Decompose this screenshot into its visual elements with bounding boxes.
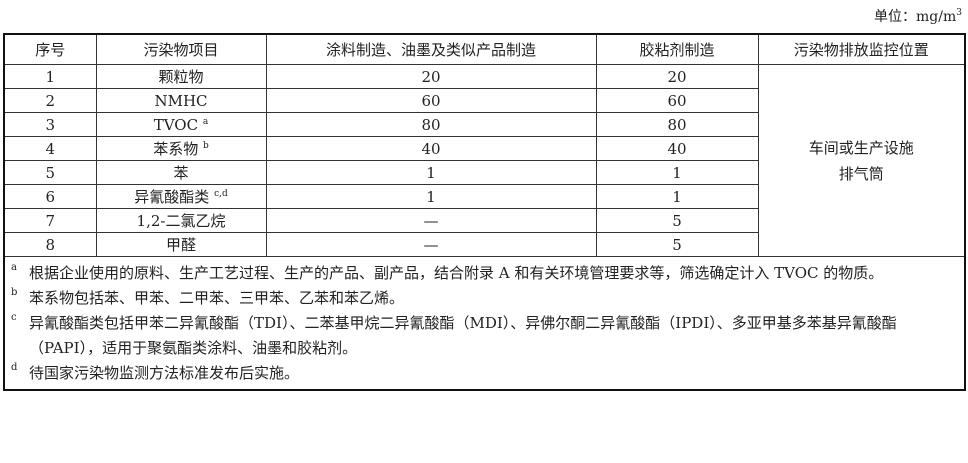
cell-no: 7	[3, 208, 97, 233]
cell-item: NMHC	[95, 88, 267, 113]
footnote-mark: a	[11, 262, 17, 273]
cell-location: 车间或生产设施 排气筒	[757, 64, 966, 257]
cell-item: 苯	[95, 160, 267, 185]
cell-item: 苯系物 b	[95, 136, 267, 161]
cell-paint: —	[265, 208, 597, 233]
cell-no: 5	[3, 160, 97, 185]
cell-item: 颗粒物	[95, 64, 267, 89]
footnote-text: 待国家污染物监测方法标准发布后实施。	[29, 364, 300, 382]
location-line: 排气筒	[838, 164, 884, 183]
footnote-ref: c,d	[214, 189, 228, 199]
cell-adhesive: 20	[595, 64, 759, 89]
header-paint: 涂料制造、油墨及类似产品制造	[265, 33, 597, 65]
footnote: b 苯系物包括苯、甲苯、二甲苯、三甲苯、乙苯和苯乙烯。	[11, 286, 958, 311]
table-row: 3 TVOC a 80 80	[3, 112, 965, 137]
item-name: 苯系物	[153, 140, 199, 158]
cell-paint: 1	[265, 184, 597, 209]
cell-adhesive: 5	[595, 208, 759, 233]
cell-no: 4	[3, 136, 97, 161]
item-name: 甲醛	[165, 236, 196, 254]
header-row: 序号 污染物项目 涂料制造、油墨及类似产品制造 胶粘剂制造 污染物排放监控位置	[3, 33, 966, 65]
footnote-mark: b	[11, 287, 18, 298]
notes-cell: a 根据企业使用的原料、生产工艺过程、生产的产品、副产品，结合附录 A 和有关环境…	[3, 256, 966, 391]
cell-no: 6	[3, 184, 97, 209]
footnote-text: 苯系物包括苯、甲苯、二甲苯、三甲苯、乙苯和苯乙烯。	[29, 289, 405, 307]
cell-item: 异氰酸酯类 c,d	[95, 184, 267, 209]
unit-text: 单位：mg/m	[874, 9, 957, 25]
cell-adhesive: 1	[595, 160, 759, 185]
cell-item: 甲醛	[95, 232, 267, 257]
cell-paint: —	[265, 232, 597, 257]
item-name: 异氰酸酯类	[134, 188, 210, 206]
header-no: 序号	[3, 33, 97, 65]
cell-no: 1	[3, 64, 97, 89]
cell-adhesive: 40	[595, 136, 759, 161]
table-row: 1 颗粒物 20 20 车间或生产设施 排气筒	[3, 64, 966, 257]
item-name: 苯	[173, 164, 189, 182]
footnote-mark: c	[11, 312, 17, 323]
cell-adhesive: 80	[595, 112, 759, 137]
footnote-text: 根据企业使用的原料、生产工艺过程、生产的产品、副产品，结合附录 A 和有关环境管…	[29, 264, 884, 282]
unit-exponent: 3	[956, 8, 962, 18]
table-row: 5 苯 1 1	[3, 160, 965, 185]
cell-item: TVOC a	[95, 112, 267, 137]
cell-no: 3	[3, 112, 97, 137]
cell-no: 2	[3, 88, 97, 113]
item-name: 1,2-二氯乙烷	[136, 212, 226, 230]
table-row: 4 苯系物 b 40 40	[3, 136, 965, 161]
header-location: 污染物排放监控位置	[757, 33, 966, 65]
cell-adhesive: 60	[595, 88, 759, 113]
cell-adhesive: 1	[595, 184, 759, 209]
footnote: c 异氰酸酯类包括甲苯二异氰酸酯（TDI）、二苯基甲烷二异氰酸酯（MDI）、异佛尔…	[11, 311, 958, 361]
footnote-ref: b	[203, 141, 209, 151]
cell-paint: 40	[265, 136, 597, 161]
cell-item: 1,2-二氯乙烷	[95, 208, 267, 233]
footnote: d 待国家污染物监测方法标准发布后实施。	[11, 361, 958, 386]
footnote-ref: a	[202, 116, 209, 127]
cell-paint: 80	[265, 112, 597, 137]
table-row: 8 甲醛 — 5	[3, 232, 965, 257]
notes-row: a 根据企业使用的原料、生产工艺过程、生产的产品、副产品，结合附录 A 和有关环境…	[3, 256, 966, 391]
location-line: 车间或生产设施	[808, 138, 914, 157]
header-adhesive: 胶粘剂制造	[595, 33, 759, 65]
item-name: NMHC	[154, 91, 208, 110]
item-name: 颗粒物	[158, 68, 204, 86]
cell-paint: 60	[265, 88, 597, 113]
cell-paint: 20	[265, 64, 597, 89]
emission-limits-table: 序号 污染物项目 涂料制造、油墨及类似产品制造 胶粘剂制造 污染物排放监控位置 …	[3, 33, 966, 391]
header-item: 污染物项目	[95, 33, 267, 65]
cell-paint: 1	[265, 160, 597, 185]
unit-label: 单位：mg/m3	[874, 6, 962, 26]
footnote-mark: d	[11, 362, 18, 373]
table-row: 7 1,2-二氯乙烷 — 5	[3, 208, 965, 233]
cell-adhesive: 5	[595, 232, 759, 257]
cell-no: 8	[3, 232, 97, 257]
footnote: a 根据企业使用的原料、生产工艺过程、生产的产品、副产品，结合附录 A 和有关环境…	[11, 261, 958, 286]
item-name: TVOC	[153, 115, 199, 134]
footnote-text: 异氰酸酯类包括甲苯二异氰酸酯（TDI）、二苯基甲烷二异氰酸酯（MDI）、异佛尔酮…	[29, 314, 897, 357]
